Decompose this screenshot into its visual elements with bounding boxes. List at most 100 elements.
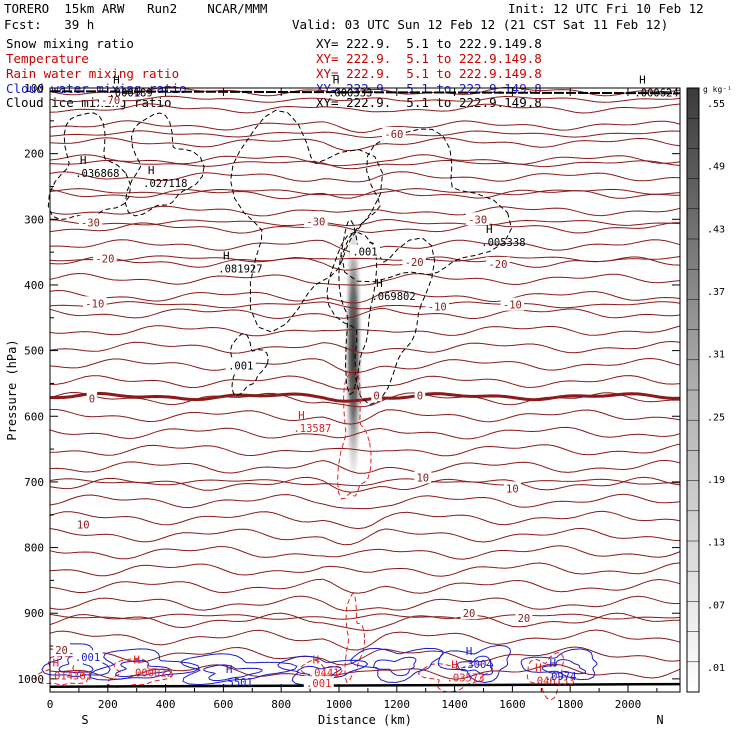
- title-model-line: TORERO 15km ARW Run2 NCAR/MMM: [4, 1, 268, 16]
- extremum-h-marker: H: [133, 654, 140, 667]
- y-tick-label: 1000: [18, 673, 45, 686]
- extremum-value: .5501: [221, 677, 253, 689]
- contour-label-bg: [98, 92, 123, 106]
- contour-label-bg: [225, 358, 256, 372]
- contour-label-bg: [303, 675, 334, 689]
- temperature-isotherm-line: [49, 340, 681, 354]
- plot-frame: [49, 87, 681, 693]
- contour-label: .001: [352, 246, 377, 258]
- contour-label: 20: [518, 613, 531, 625]
- extremum-value: .014361: [48, 670, 92, 682]
- title-init-time: Init: 12 UTC Fri 10 Feb 12: [508, 1, 704, 16]
- x-end-label-north: N: [656, 713, 663, 727]
- y-tick-label: 200: [24, 148, 44, 161]
- extremum-value: .000624: [634, 87, 678, 99]
- contour-label-bg: [83, 296, 107, 310]
- contour-label: -10: [503, 300, 522, 312]
- contour-label: 0: [417, 390, 423, 402]
- contour-label-bg: [402, 254, 426, 268]
- temperature-isotherm--20: [49, 255, 681, 263]
- contour-label-bg: [74, 517, 92, 531]
- x-tick-label: 1600: [499, 698, 526, 711]
- extremum-value: .000189: [108, 87, 152, 99]
- contour-label-bg: [382, 126, 406, 140]
- cloud-water-contour: [520, 648, 598, 681]
- x-tick-label: 1800: [557, 698, 584, 711]
- extremum-h-marker: H: [486, 223, 493, 236]
- cloud-water-contour: [437, 644, 511, 684]
- colorbar-tick-label: .49: [707, 162, 725, 173]
- temperature-isotherm-line: [49, 120, 681, 133]
- contour-label: .001: [306, 678, 331, 690]
- y-tick-label: 800: [24, 542, 44, 555]
- x-tick-label: 2000: [615, 698, 642, 711]
- colorbar-tick-label: .31: [707, 350, 725, 361]
- temperature-isotherm-line: [49, 375, 681, 390]
- extremum-h-marker: H: [80, 154, 87, 167]
- temperature-isotherms: [49, 86, 681, 680]
- cloud-water-contour: [114, 660, 171, 678]
- contour-label: 10: [506, 483, 519, 495]
- extremum-h-marker: H: [313, 654, 320, 667]
- x-tick-label: 400: [156, 698, 176, 711]
- field-legend-temp-name: Temperature: [6, 51, 89, 66]
- colorbar-unit-label: g kg⁻¹: [703, 85, 732, 94]
- extremum-value: .03573: [447, 672, 485, 684]
- y-tick-label: 400: [24, 279, 44, 292]
- x-end-label-south: S: [81, 713, 88, 727]
- contour-label: -20: [405, 257, 424, 269]
- field-legend-snow-xy: XY= 222.9. 5.1 to 222.9.149.8: [316, 36, 542, 51]
- y-tick-label: 700: [24, 476, 44, 489]
- temperature-isotherm-line: [49, 391, 681, 408]
- temperature-isotherm-line: [49, 86, 681, 97]
- colorbar-tick-label: .19: [707, 475, 725, 486]
- snow-contour: [124, 112, 205, 217]
- extremum-value: .005338: [481, 237, 525, 249]
- cloud-water-contour: [203, 664, 263, 681]
- cloud-water-contour: [456, 655, 494, 676]
- contour-label-bg: [350, 244, 380, 258]
- temperature-isotherm--30: [49, 218, 681, 227]
- contour-label: -70: [101, 95, 120, 107]
- contour-label: -30: [81, 218, 100, 230]
- extremum-value: .000333: [328, 87, 372, 99]
- extremum-value: .081927: [218, 263, 262, 275]
- contour-label-bg: [500, 297, 525, 311]
- y-tick-label: 900: [24, 607, 44, 620]
- extremum-value: .13587: [293, 423, 331, 435]
- colorbar-tick-label: .37: [707, 287, 725, 298]
- contour-label: .001: [75, 652, 100, 664]
- snow-contour: [230, 109, 384, 333]
- y-axis-label: Pressure (hPa): [5, 339, 19, 440]
- colorbar-tick-label: .55: [707, 99, 725, 110]
- extremum-value: .0974: [545, 671, 577, 683]
- temperature-isotherm-line: [49, 629, 681, 651]
- contour-label-bg: [53, 642, 71, 656]
- x-tick-label: 600: [213, 698, 233, 711]
- colorbar-tick-label: .13: [707, 538, 725, 549]
- rain-contour: [336, 370, 372, 500]
- extremum-h-marker: H: [451, 658, 458, 671]
- cloud-water-contour: [277, 655, 369, 686]
- colorbar-tick-label: .01: [707, 663, 725, 674]
- colorbar: .01 .07 .13 .19 .25 .31 .37 .43 .49 .55 g kg⁻¹: [686, 85, 732, 693]
- extremum-value: .036868: [75, 168, 119, 180]
- temperature-isotherm-line: [49, 325, 681, 337]
- title-valid-time: Valid: 03 UTC Sun 12 Feb 12 (21 CST Sat …: [292, 17, 669, 32]
- colorbar-tick-label: .43: [707, 224, 725, 235]
- contour-label-bg: [72, 650, 103, 664]
- colorbar-tick-label: .07: [707, 600, 725, 611]
- y-tick-label: 300: [24, 213, 44, 226]
- extrema-markers: H.036868 H.027118H.000189H.000333H.000624…: [48, 73, 679, 689]
- contour-label: -30: [306, 216, 325, 228]
- y-tick-label: 600: [24, 410, 44, 423]
- contour-label: 0: [373, 390, 379, 402]
- extremum-value: .027118: [143, 178, 187, 190]
- field-legend-snow-name: Snow mixing ratio: [6, 36, 134, 51]
- extremum-h-marker: H: [113, 73, 120, 86]
- temperature-isotherm-line: [49, 171, 681, 183]
- temperature-isotherm--40: [49, 188, 681, 196]
- extremum-h-marker: H: [639, 73, 646, 86]
